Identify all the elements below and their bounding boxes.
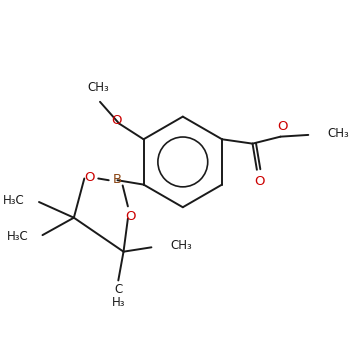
Text: O: O (84, 171, 95, 184)
Text: CH₃: CH₃ (170, 239, 192, 252)
Text: O: O (277, 120, 287, 133)
Text: H₃: H₃ (112, 296, 125, 309)
Text: C: C (114, 283, 122, 296)
Text: H₃C: H₃C (7, 230, 29, 243)
Text: B: B (113, 173, 122, 186)
Text: H₃C: H₃C (3, 194, 25, 207)
Text: CH₃: CH₃ (88, 81, 109, 94)
Text: CH₃: CH₃ (328, 127, 349, 140)
Text: O: O (125, 210, 136, 223)
Text: O: O (111, 114, 122, 127)
Text: O: O (254, 175, 265, 188)
